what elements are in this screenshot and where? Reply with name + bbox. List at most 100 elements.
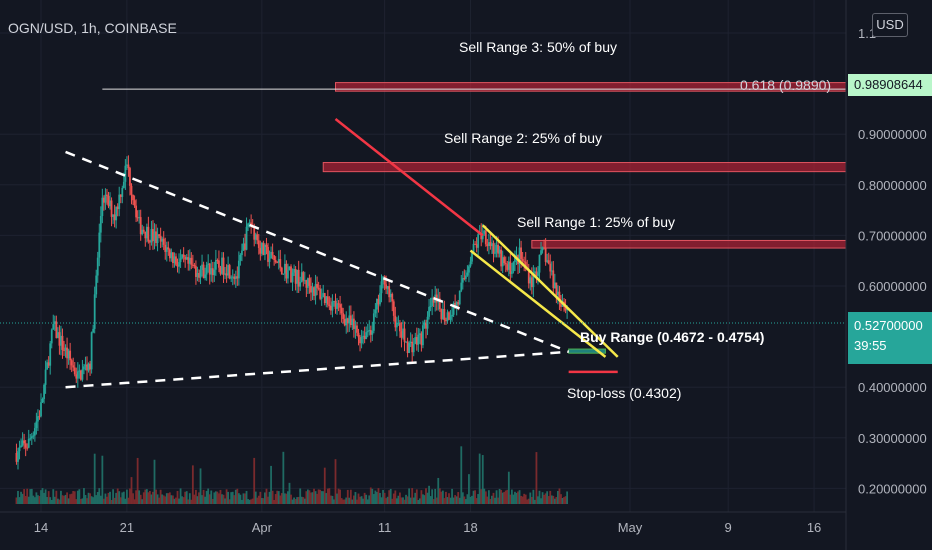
volume-bar: [426, 492, 429, 504]
time-axis[interactable]: 14 21 Apr 11 18 May 9 16: [0, 511, 846, 535]
volume-bar: [127, 497, 130, 504]
volume-bar: [132, 493, 134, 504]
candle-body: [58, 332, 61, 346]
volume-bar: [306, 489, 309, 504]
candle-body: [440, 309, 443, 320]
candle-body: [287, 270, 289, 279]
volume-bar: [29, 489, 32, 504]
volume-bar: [256, 497, 259, 504]
volume-bar: [35, 492, 38, 504]
triangle-trendline: [65, 150, 570, 353]
volume-bar: [297, 496, 300, 504]
zone-labels: Sell Range 3: 50% of buy Sell Range 2: 25…: [444, 39, 831, 401]
volume-bar: [303, 498, 306, 504]
volume-bar: [102, 498, 105, 504]
volume-bar: [156, 494, 159, 504]
candle-body: [504, 263, 507, 265]
price-axis[interactable]: 1.1 0.90000000 0.80000000 0.70000000 0.60000…: [845, 0, 927, 550]
volume-bar: [365, 494, 368, 504]
candle-body: [418, 333, 421, 335]
candle-body: [50, 329, 53, 344]
volume-bar: [414, 492, 417, 504]
volume-bar: [233, 495, 236, 504]
volume-bar: [17, 490, 19, 504]
candle-body: [371, 330, 374, 335]
candle-body: [489, 242, 492, 247]
candle-body: [348, 315, 351, 324]
candle-body: [405, 341, 407, 343]
candle-body: [20, 445, 22, 448]
zone-label: Sell Range 3: 50% of buy: [459, 39, 617, 55]
candle-body: [118, 194, 121, 210]
candle-body: [75, 374, 78, 379]
candle-body: [552, 270, 555, 289]
volume-bar: [282, 451, 285, 504]
candle-body: [30, 436, 33, 439]
y-tick-label: 0.70000000: [858, 228, 927, 243]
channel-line: [469, 249, 607, 358]
candle-body: [451, 314, 453, 317]
candle-body: [241, 250, 243, 255]
candle-body: [395, 323, 398, 328]
sell-range-zone: [531, 239, 847, 249]
candle-body: [136, 217, 139, 219]
candle-body: [564, 307, 567, 311]
volume-bar: [207, 488, 210, 504]
candle-body: [555, 282, 558, 295]
volume-bar: [383, 492, 386, 504]
volume-bar: [95, 495, 98, 504]
level-price-tag: 0.98908644: [848, 74, 932, 96]
volume-bar: [290, 494, 292, 504]
candle-body: [185, 257, 188, 260]
candle-body: [52, 324, 55, 330]
volume-bar: [374, 490, 377, 504]
volume-bar: [24, 496, 27, 504]
candle-body: [283, 263, 286, 274]
volume-bar: [443, 498, 446, 504]
candle-body: [92, 328, 95, 333]
volume-bar: [267, 496, 269, 504]
candle-body: [322, 293, 325, 298]
volume-bar: [538, 490, 541, 504]
candle-body: [503, 257, 506, 264]
candle-body: [60, 335, 62, 346]
candle-body: [445, 320, 447, 322]
volume-bar: [236, 488, 239, 504]
candle-body: [133, 200, 136, 206]
candle-body: [141, 229, 144, 235]
volume-bar: [202, 489, 205, 504]
candle-body: [244, 243, 246, 250]
volume-bar: [454, 495, 457, 504]
volume-bar: [339, 489, 342, 504]
candle-body: [537, 272, 539, 276]
volume-bar: [191, 465, 194, 504]
candle-body: [87, 363, 90, 371]
volume-bar: [113, 497, 116, 504]
candle-body: [475, 244, 478, 248]
volume-bar: [534, 499, 536, 504]
currency-button[interactable]: USD: [872, 13, 908, 37]
candle-body: [438, 298, 441, 310]
candle-body: [386, 286, 389, 289]
volume-bar: [386, 496, 389, 504]
candle-body: [420, 333, 423, 346]
volume-bar: [69, 494, 72, 504]
volume-bar: [449, 497, 452, 504]
candle-body: [501, 257, 504, 267]
candle-body: [93, 294, 96, 329]
volume-bar: [529, 492, 532, 504]
candle-body: [477, 234, 480, 248]
candle-body: [544, 247, 547, 262]
candle-body: [231, 276, 234, 278]
candle-body: [204, 274, 207, 279]
candle-body: [546, 260, 549, 262]
candle-body: [135, 205, 137, 218]
volume-bar: [336, 493, 338, 504]
volume-bar: [349, 489, 352, 504]
candle-body: [84, 364, 87, 367]
volume-bar: [242, 493, 245, 504]
candle-body: [152, 229, 154, 242]
candle-body: [454, 303, 457, 307]
zone-label: Buy Range (0.4672 - 0.4754): [580, 329, 764, 345]
